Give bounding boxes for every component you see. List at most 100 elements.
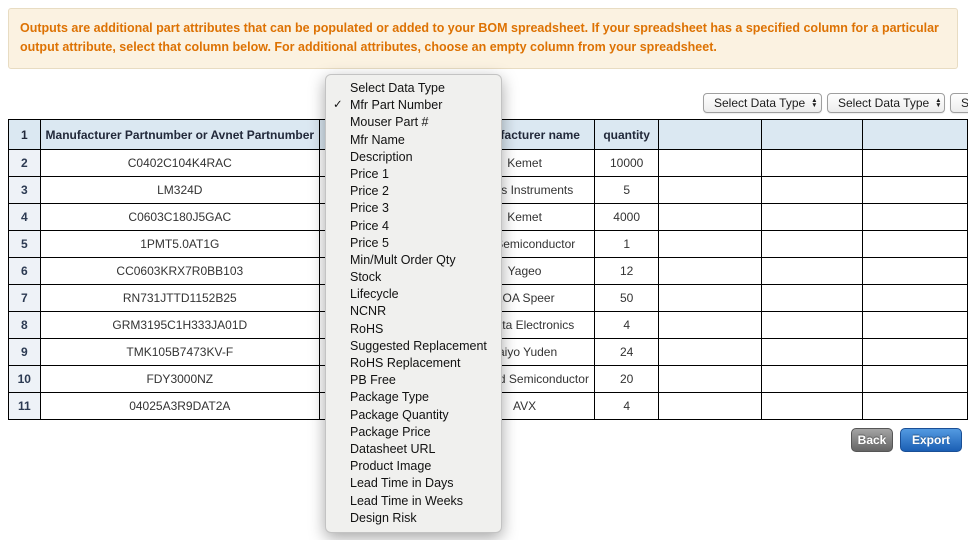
header-quantity: quantity (594, 119, 660, 150)
empty-cell (761, 149, 864, 177)
menu-item-price-4[interactable]: Price 4 (326, 218, 501, 235)
empty-cell (658, 338, 763, 366)
part-number-cell: LM324D (39, 176, 321, 204)
row-number-cell: 6 (8, 257, 41, 285)
back-button[interactable]: Back (851, 428, 893, 452)
export-button[interactable]: Export (900, 428, 962, 452)
data-type-select-1[interactable]: Select Data Type ▲ ▼ (703, 93, 822, 113)
table-row: 11 04025A3R9DAT2A AVX 4 (8, 392, 968, 420)
menu-item-label: Datasheet URL (350, 441, 436, 456)
row-number-cell: 10 (8, 365, 41, 393)
menu-item-package-price[interactable]: Package Price (326, 424, 501, 441)
empty-cell (761, 284, 864, 312)
empty-cell (761, 203, 864, 231)
menu-item-description[interactable]: Description (326, 149, 501, 166)
part-number-cell: RN731JTTD1152B25 (39, 284, 321, 312)
menu-item-label: RoHS Replacement (350, 356, 461, 370)
part-number-cell: 1PMT5.0AT1G (39, 230, 321, 258)
menu-item-design-risk[interactable]: Design Risk (326, 510, 501, 527)
row-number-cell: 5 (8, 230, 41, 258)
menu-item-label: Stock (350, 270, 382, 285)
menu-item-package-type[interactable]: Package Type (326, 389, 501, 406)
empty-cell (862, 230, 968, 258)
header-row-number: 1 (8, 119, 41, 150)
empty-cell (761, 230, 864, 258)
empty-cell (761, 311, 864, 339)
menu-item-price-1[interactable]: Price 1 (326, 166, 501, 183)
empty-cell (761, 257, 864, 285)
menu-item-label: Select Data Type (350, 81, 445, 95)
menu-item-label: Suggested Replacement (350, 338, 487, 353)
outputs-instruction-banner: Outputs are additional part attributes t… (8, 8, 958, 69)
checkmark-icon: ✓ (333, 99, 343, 112)
menu-item-ncnr[interactable]: NCNR (326, 303, 501, 320)
menu-item-stock[interactable]: Stock (326, 269, 501, 286)
menu-item-label: Package Price (350, 424, 431, 439)
empty-cell (761, 338, 864, 366)
menu-item-label: Package Type (350, 390, 429, 405)
menu-item-rohs[interactable]: RoHS (326, 321, 501, 338)
data-type-menu: Select Data Type ✓ Mfr Part Number Mouser P… (325, 74, 502, 533)
quantity-cell: 24 (594, 338, 660, 366)
empty-cell (862, 149, 968, 177)
menu-item-mfr-part-number[interactable]: ✓ Mfr Part Number (326, 97, 501, 114)
empty-cell (658, 176, 763, 204)
data-type-select-2[interactable]: Select Data Type ▲ ▼ (827, 93, 945, 113)
menu-item-mouser-part-[interactable]: Mouser Part # (326, 114, 501, 131)
menu-item-label: Mfr Name (350, 132, 405, 147)
menu-item-label: Mouser Part # (350, 115, 429, 130)
data-type-select-3[interactable]: Select Data Type ▲▼ (950, 93, 968, 113)
quantity-cell: 4 (594, 311, 660, 339)
empty-cell (862, 392, 968, 420)
row-number-cell: 3 (8, 176, 41, 204)
quantity-cell: 5 (594, 176, 660, 204)
menu-item-label: Product Image (350, 459, 432, 474)
menu-item-label: Min/Mult Order Qty (350, 252, 456, 267)
menu-item-price-3[interactable]: Price 3 (326, 200, 501, 217)
menu-item-price-2[interactable]: Price 2 (326, 183, 501, 200)
menu-item-datasheet-url[interactable]: Datasheet URL (326, 441, 501, 458)
header-empty-2 (761, 119, 864, 150)
empty-cell (761, 176, 864, 204)
stepper-icon: ▲ ▼ (811, 96, 818, 109)
menu-item-label: Package Quantity (350, 407, 449, 422)
menu-item-select-data-type[interactable]: Select Data Type (326, 80, 501, 97)
empty-cell (658, 392, 763, 420)
menu-item-label: Mfr Part Number (350, 98, 443, 113)
data-type-select-2-label: Select Data Type (838, 96, 930, 110)
part-number-cell: C0402C104K4RAC (39, 149, 321, 177)
row-number-cell: 7 (8, 284, 41, 312)
menu-item-pb-free[interactable]: PB Free (326, 372, 501, 389)
menu-item-lead-time-in-weeks[interactable]: Lead Time in Weeks (326, 493, 501, 510)
menu-item-label: Lead Time in Days (350, 476, 454, 491)
part-number-cell: C0603C180J5GAC (39, 203, 321, 231)
menu-item-rohs-replacement[interactable]: RoHS Replacement (326, 355, 501, 372)
quantity-cell: 1 (594, 230, 660, 258)
empty-cell (761, 365, 864, 393)
menu-item-label: Lead Time in Weeks (350, 493, 464, 508)
empty-cell (658, 311, 763, 339)
part-number-cell: TMK105B7473KV-F (39, 338, 321, 366)
menu-item-label: Price 4 (350, 218, 389, 233)
menu-item-suggested-replacement[interactable]: Suggested Replacement (326, 338, 501, 355)
menu-item-lead-time-in-days[interactable]: Lead Time in Days (326, 475, 501, 492)
part-number-cell: CC0603KRX7R0BB103 (39, 257, 321, 285)
menu-item-label: Description (350, 149, 413, 164)
menu-item-label: NCNR (350, 304, 387, 319)
empty-cell (862, 338, 968, 366)
data-type-select-1-label: Select Data Type (714, 96, 806, 110)
part-number-cell: FDY3000NZ (39, 365, 321, 393)
menu-item-label: Design Risk (350, 510, 417, 525)
menu-item-product-image[interactable]: Product Image (326, 458, 501, 475)
header-empty-1 (658, 119, 763, 150)
menu-item-min-mult-order-qty[interactable]: Min/Mult Order Qty (326, 252, 501, 269)
menu-item-mfr-name[interactable]: Mfr Name (326, 132, 501, 149)
empty-cell (862, 203, 968, 231)
part-number-cell: 04025A3R9DAT2A (39, 392, 321, 420)
menu-item-lifecycle[interactable]: Lifecycle (326, 286, 501, 303)
part-number-cell: GRM3195C1H333JA01D (39, 311, 321, 339)
menu-item-package-quantity[interactable]: Package Quantity (326, 407, 501, 424)
menu-item-label: RoHS (350, 321, 384, 336)
quantity-cell: 4 (594, 392, 660, 420)
menu-item-price-5[interactable]: Price 5 (326, 235, 501, 252)
